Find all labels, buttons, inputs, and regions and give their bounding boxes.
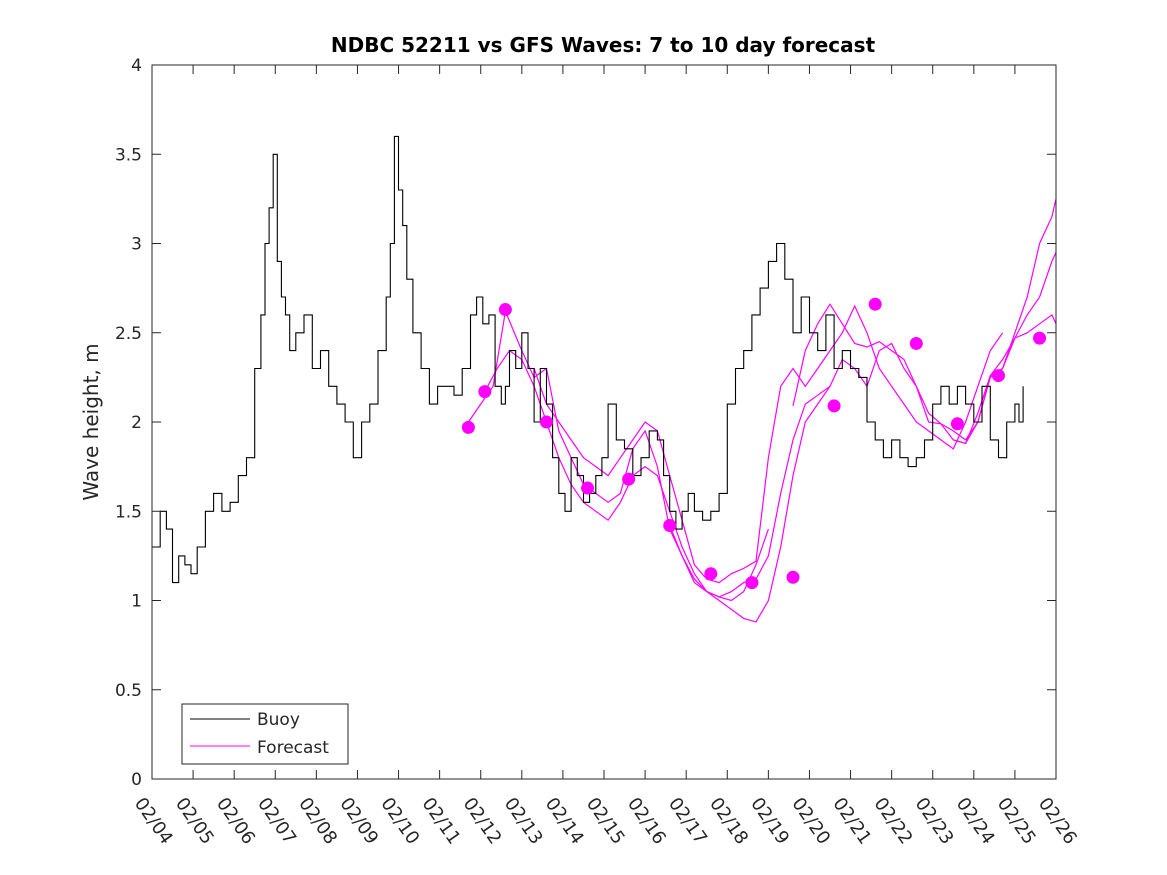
- y-tick-label: 1.5: [115, 502, 142, 522]
- forecast-marker: [909, 336, 923, 350]
- forecast-marker: [663, 519, 677, 533]
- forecast-series-line: [533, 304, 1004, 584]
- forecast-marker: [950, 417, 964, 431]
- forecast-marker: [1033, 331, 1047, 345]
- forecast-marker: [622, 472, 636, 486]
- forecast-marker: [498, 303, 512, 317]
- forecast-marker: [478, 385, 492, 399]
- forecast-series-line: [953, 252, 1057, 445]
- axes-background: [152, 65, 1056, 779]
- y-tick-label: 0: [131, 770, 142, 790]
- legend: Buoy Forecast: [181, 703, 349, 765]
- legend-forecast-label: Forecast: [257, 738, 329, 758]
- y-tick-label: 2.5: [115, 324, 142, 344]
- y-axis: 0 0.5 1 1.5 2 2.5 3 3.5 4: [115, 56, 1056, 790]
- y-tick-label: 2: [131, 413, 142, 433]
- forecast-marker: [745, 576, 759, 590]
- forecast-marker: [539, 415, 553, 429]
- forecast-marker: [991, 369, 1005, 383]
- legend-buoy-label: Buoy: [257, 710, 300, 730]
- forecast-series-line: [484, 349, 831, 623]
- forecast-marker: [704, 567, 718, 581]
- buoy-series-line: [152, 135, 1024, 584]
- y-tick-label: 4: [131, 56, 142, 76]
- y-tick-label: 3: [131, 235, 142, 255]
- y-axis-label: Wave height, m: [79, 343, 103, 500]
- forecast-marker: [786, 570, 800, 584]
- chart-title: NDBC 52211 vs GFS Waves: 7 to 10 day for…: [331, 33, 876, 57]
- forecast-marker: [461, 420, 475, 434]
- forecast-marker: [868, 297, 882, 311]
- series-layer: [152, 135, 1057, 623]
- y-tick-label: 1: [131, 592, 142, 612]
- forecast-marker: [827, 399, 841, 413]
- y-tick-label: 3.5: [115, 145, 142, 165]
- forecast-marker: [581, 481, 595, 495]
- plot-area: 00.511.522.533.54 02/0402/0502/0602/0702…: [115, 56, 1081, 848]
- legend-box: [181, 703, 349, 765]
- y-tick-label: 0.5: [115, 681, 142, 701]
- forecast-series-line: [792, 303, 1057, 445]
